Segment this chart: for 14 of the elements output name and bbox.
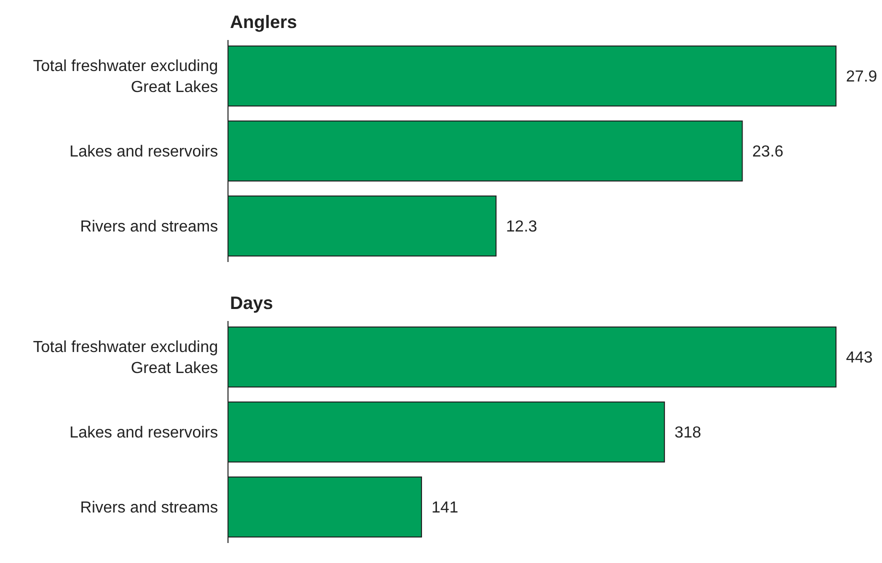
chart-title: Anglers <box>230 12 298 32</box>
chart-title: Days <box>230 293 274 313</box>
category-label: Total freshwater excluding Great Lakes <box>33 58 218 96</box>
category-label: Rivers and streams <box>80 218 218 236</box>
data-label: 12.3 <box>506 218 538 236</box>
data-label: 23.6 <box>752 144 784 161</box>
data-label: 443 <box>846 350 873 367</box>
category-label: Rivers and streams <box>80 500 218 517</box>
category-label: Lakes and reservoirs <box>69 424 218 442</box>
category-label: Lakes and reservoirs <box>69 144 218 161</box>
data-label: 318 <box>674 424 702 442</box>
category-label: Total freshwater excluding Great Lakes <box>33 339 218 378</box>
data-label: 141 <box>432 500 458 517</box>
data-label: 27.9 <box>846 68 878 86</box>
